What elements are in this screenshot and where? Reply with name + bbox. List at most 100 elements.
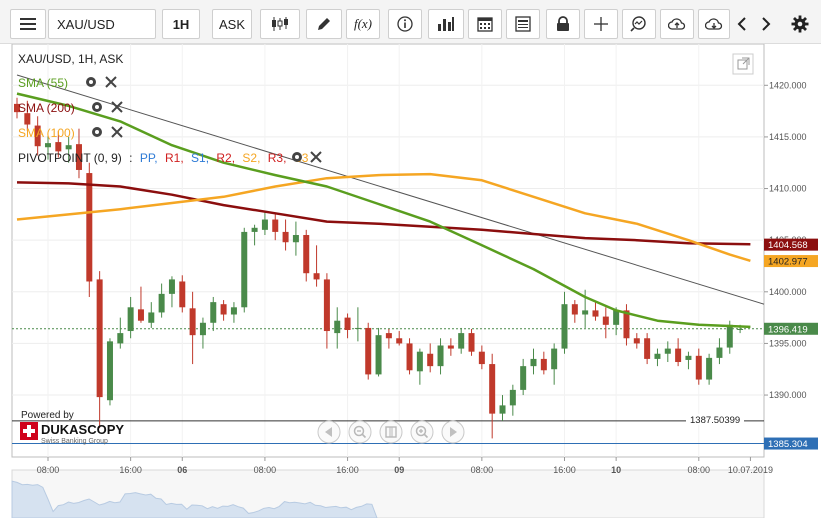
candle-body xyxy=(551,348,558,370)
fit-icon xyxy=(385,426,397,438)
zoom-out-button[interactable] xyxy=(348,420,372,444)
candle-body xyxy=(406,343,413,371)
info-button[interactable] xyxy=(388,9,422,39)
side-selector[interactable]: ASK xyxy=(212,9,252,39)
pivotpoint-separator: : xyxy=(129,151,132,165)
candle-body xyxy=(623,310,630,339)
volume-button[interactable] xyxy=(428,9,464,39)
candle-body xyxy=(96,279,103,398)
candle-body xyxy=(633,338,640,344)
close-icon[interactable] xyxy=(111,101,123,113)
brand-name: DUKASCOPY xyxy=(41,422,124,437)
gear-icon[interactable] xyxy=(292,152,302,162)
branding: Powered by DUKASCOPY Swiss Banking Group xyxy=(20,410,124,445)
candle-body xyxy=(158,293,165,313)
function-fx-icon: f(x) xyxy=(353,16,373,31)
menu-button[interactable] xyxy=(10,9,46,39)
candle-body xyxy=(571,304,578,315)
plot-area xyxy=(11,44,765,458)
sma100-label: SMA (100) xyxy=(18,126,75,140)
x-tick-label: 08:00 xyxy=(37,465,60,475)
pan-right-button[interactable] xyxy=(441,420,465,444)
timeframe-selector[interactable]: 1H xyxy=(162,9,200,39)
candle-body xyxy=(706,357,713,380)
candle-body xyxy=(582,310,589,315)
zoom-in-button[interactable] xyxy=(410,420,434,444)
candle-body xyxy=(530,358,537,367)
calendar-icon xyxy=(477,17,493,32)
legend-sma55[interactable]: SMA (55) xyxy=(18,76,117,90)
pivot-item: R1, xyxy=(165,151,184,165)
candle-body xyxy=(509,389,516,406)
candle-body xyxy=(65,145,72,150)
candle-body xyxy=(323,279,330,332)
candle-body xyxy=(261,219,268,230)
x-tick-label: 08:00 xyxy=(254,465,277,475)
pan-left-button[interactable] xyxy=(317,420,341,444)
scroll-left-button[interactable] xyxy=(732,9,752,39)
crosshair-button[interactable] xyxy=(584,9,618,39)
news-icon xyxy=(515,16,531,32)
candle-body xyxy=(726,324,733,348)
candle-body xyxy=(44,143,51,148)
zoom-button[interactable] xyxy=(622,9,656,39)
gear-icon[interactable] xyxy=(92,127,102,137)
scroll-right-button[interactable] xyxy=(756,9,776,39)
candle-body xyxy=(675,348,682,363)
gear-icon[interactable] xyxy=(86,77,96,87)
pivot-item: S2, xyxy=(242,151,260,165)
lock-button[interactable] xyxy=(546,9,580,39)
symbol-selector[interactable]: XAU/USD xyxy=(48,9,156,39)
candle-body xyxy=(561,304,568,349)
candle-body xyxy=(34,125,41,147)
pivotpoint-name: PIVOTPOINT (0, 9) xyxy=(18,151,122,165)
candle-body xyxy=(644,338,651,359)
info-icon xyxy=(397,16,413,32)
candle-body xyxy=(664,348,671,354)
candle-body xyxy=(75,144,82,170)
low-line-label-bg xyxy=(686,413,744,425)
candle-body xyxy=(375,335,382,375)
settings-button[interactable] xyxy=(788,9,812,39)
chart-type-button[interactable] xyxy=(260,9,300,39)
reset-zoom-button[interactable] xyxy=(379,420,403,444)
navigator-panel[interactable] xyxy=(11,469,765,518)
download-button[interactable] xyxy=(698,9,730,39)
candle-body xyxy=(313,273,320,280)
close-icon[interactable] xyxy=(111,126,123,138)
legend-sma100[interactable]: SMA (100) xyxy=(18,126,123,140)
popout-icon[interactable] xyxy=(732,53,754,75)
candle-body xyxy=(127,307,134,332)
price-chart[interactable]: 08:00 16:00 06 08:00 16:00 09 08:00 16:00 10 08:0… xyxy=(0,44,821,518)
close-icon[interactable] xyxy=(310,151,322,163)
candle-body xyxy=(24,113,31,125)
news-button[interactable] xyxy=(506,9,540,39)
trend-line xyxy=(16,74,765,305)
candle-body xyxy=(148,312,155,323)
grid xyxy=(12,44,764,457)
crosshair-icon xyxy=(594,17,608,31)
zoom-icon xyxy=(630,16,646,32)
calendar-button[interactable] xyxy=(468,9,502,39)
y-tick-label: 1415.000 xyxy=(769,132,807,142)
candle-body xyxy=(396,338,403,344)
candle-body xyxy=(592,310,599,317)
function-button[interactable]: f(x) xyxy=(346,9,380,39)
candle-body xyxy=(447,345,454,349)
chevron-right-icon xyxy=(762,17,771,31)
upload-button[interactable] xyxy=(660,9,694,39)
candle-body xyxy=(241,231,248,308)
pencil-draw-icon xyxy=(318,18,330,30)
gear-icon xyxy=(791,15,809,33)
powered-by-label: Powered by xyxy=(21,410,74,421)
candle-body xyxy=(737,328,744,330)
gear-icon[interactable] xyxy=(92,102,102,112)
draw-button[interactable] xyxy=(306,9,342,39)
legend-pivotpoint[interactable]: PIVOTPOINT (0, 9) : PP, R1, S1, R2, S2, … xyxy=(18,151,322,165)
price-labels: 1404.568 1402.977 1396.419 1385.304 1387.503… xyxy=(686,238,818,450)
legend-sma200[interactable]: SMA (200) xyxy=(18,101,123,115)
candle-body xyxy=(55,142,62,152)
close-icon[interactable] xyxy=(105,76,117,88)
navigator-area xyxy=(11,480,378,518)
candle-body xyxy=(437,345,444,367)
